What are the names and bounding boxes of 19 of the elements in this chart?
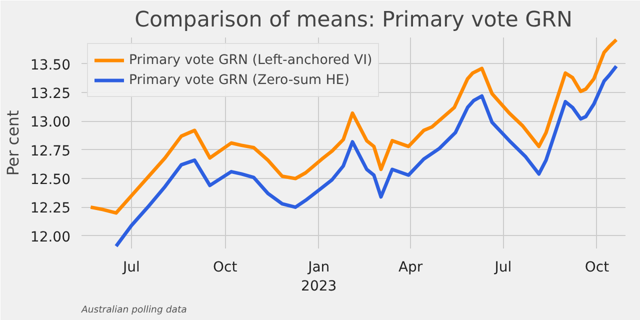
text: Australian polling data: [80, 304, 188, 316]
x-tick-label: Oct: [584, 260, 610, 276]
y-tick-label: 12.75: [30, 143, 71, 160]
y-tick-label: 12.00: [30, 229, 71, 246]
y-tick-label: 13.00: [30, 114, 71, 131]
x-tick-label: Oct: [213, 260, 238, 276]
chart-title: Comparison of means: Primary vote GRN: [134, 8, 572, 32]
y-tick-label: 12.25: [30, 200, 71, 217]
legend-label: Primary vote GRN (Zero-sum HE): [129, 72, 350, 88]
line-series: [88, 38, 618, 215]
y-axis-title: Per cent: [3, 110, 22, 176]
y-tick-label: 12.50: [30, 172, 71, 188]
y-tick-label: 13.50: [30, 57, 71, 74]
y-tick-label: 13.25: [30, 86, 71, 102]
x-tick-label: Jul: [494, 260, 512, 276]
x-tick-label: Jan 2023: [301, 260, 337, 295]
x-tick-label: Jul: [122, 260, 140, 276]
legend-label: Primary vote GRN (Left-anchored VI): [129, 52, 372, 68]
x-tick-label: Apr: [398, 260, 423, 276]
